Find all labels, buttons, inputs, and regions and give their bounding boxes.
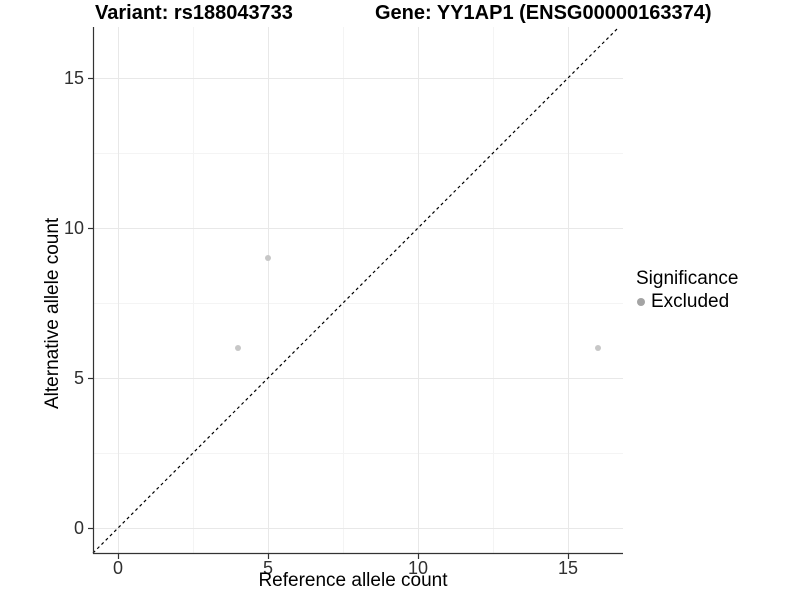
y-tick-label: 5 (74, 368, 84, 388)
data-point (234, 345, 241, 352)
y-tick-label: 10 (64, 218, 84, 238)
gene-title: Gene: YY1AP1 (ENSG00000163374) (375, 2, 712, 24)
x-tick-label: 0 (113, 558, 123, 578)
legend-item-label: Excluded (651, 291, 730, 312)
y-tick-label: 0 (74, 518, 84, 538)
identity-line (92, 26, 620, 554)
variant-title: Variant: rs188043733 (95, 2, 293, 24)
x-tick-label: 10 (408, 558, 428, 578)
data-point (595, 345, 602, 352)
y-tick-label: 15 (64, 68, 84, 88)
legend-item-excluded: Excluded (636, 290, 738, 313)
x-axis-title: Reference allele count (258, 570, 448, 591)
x-tick-label: 5 (263, 558, 273, 578)
x-tick-label: 15 (558, 558, 578, 578)
legend: Significance Excluded (636, 267, 738, 313)
legend-title: Significance (636, 268, 739, 289)
legend-point-icon (637, 297, 645, 306)
data-point (264, 255, 271, 262)
